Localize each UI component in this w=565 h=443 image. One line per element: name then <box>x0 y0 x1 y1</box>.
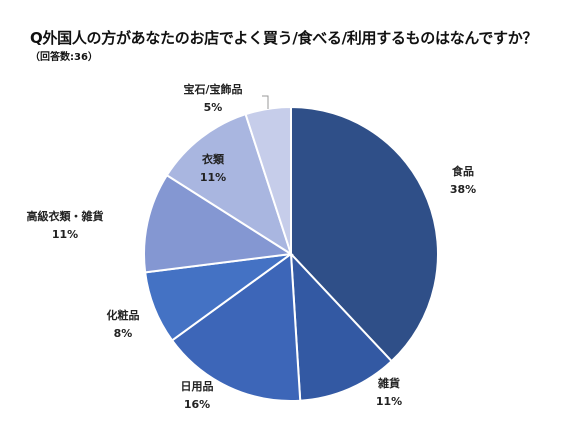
pie-slice <box>289 251 394 402</box>
pie-slice <box>165 112 293 257</box>
slice-category-label: 食品 <box>452 164 474 178</box>
slice-category-label: 衣類 <box>202 152 225 166</box>
chart-title: Q外国人の方があなたのお店でよく買う/食べる/利用するものはなんですか？ <box>30 29 538 47</box>
slice-value-label: 38% <box>450 183 476 196</box>
chart-subtitle: （回答数:36） <box>30 52 98 63</box>
pie-slice <box>170 252 302 402</box>
pie-slice <box>290 105 440 363</box>
slice-value-label: 16% <box>184 398 210 411</box>
pie-slice <box>143 173 294 274</box>
slice-value-label: 5% <box>204 101 223 114</box>
pie-slices <box>143 105 440 402</box>
leader-line <box>262 95 269 109</box>
slice-value-label: 11% <box>52 228 78 241</box>
leader-lines <box>262 95 269 109</box>
slice-category-label: 雑貨 <box>377 376 400 390</box>
slice-category-label: 高級衣類・雑貨 <box>27 209 104 223</box>
slice-labels: 食品 38% 雑貨 11% 日用品 16% 化粧品 8% 高級衣類・雑貨 11% 衣類 11% 宝石/宝… <box>27 82 477 411</box>
slice-value-label: 11% <box>200 171 226 184</box>
slice-value-label: 11% <box>376 395 402 408</box>
slice-value-label: 8% <box>114 327 133 340</box>
slice-category-label: 宝石/宝飾品 <box>183 82 242 96</box>
slice-category-label: 化粧品 <box>107 308 140 322</box>
slice-category-label: 日用品 <box>181 380 214 393</box>
